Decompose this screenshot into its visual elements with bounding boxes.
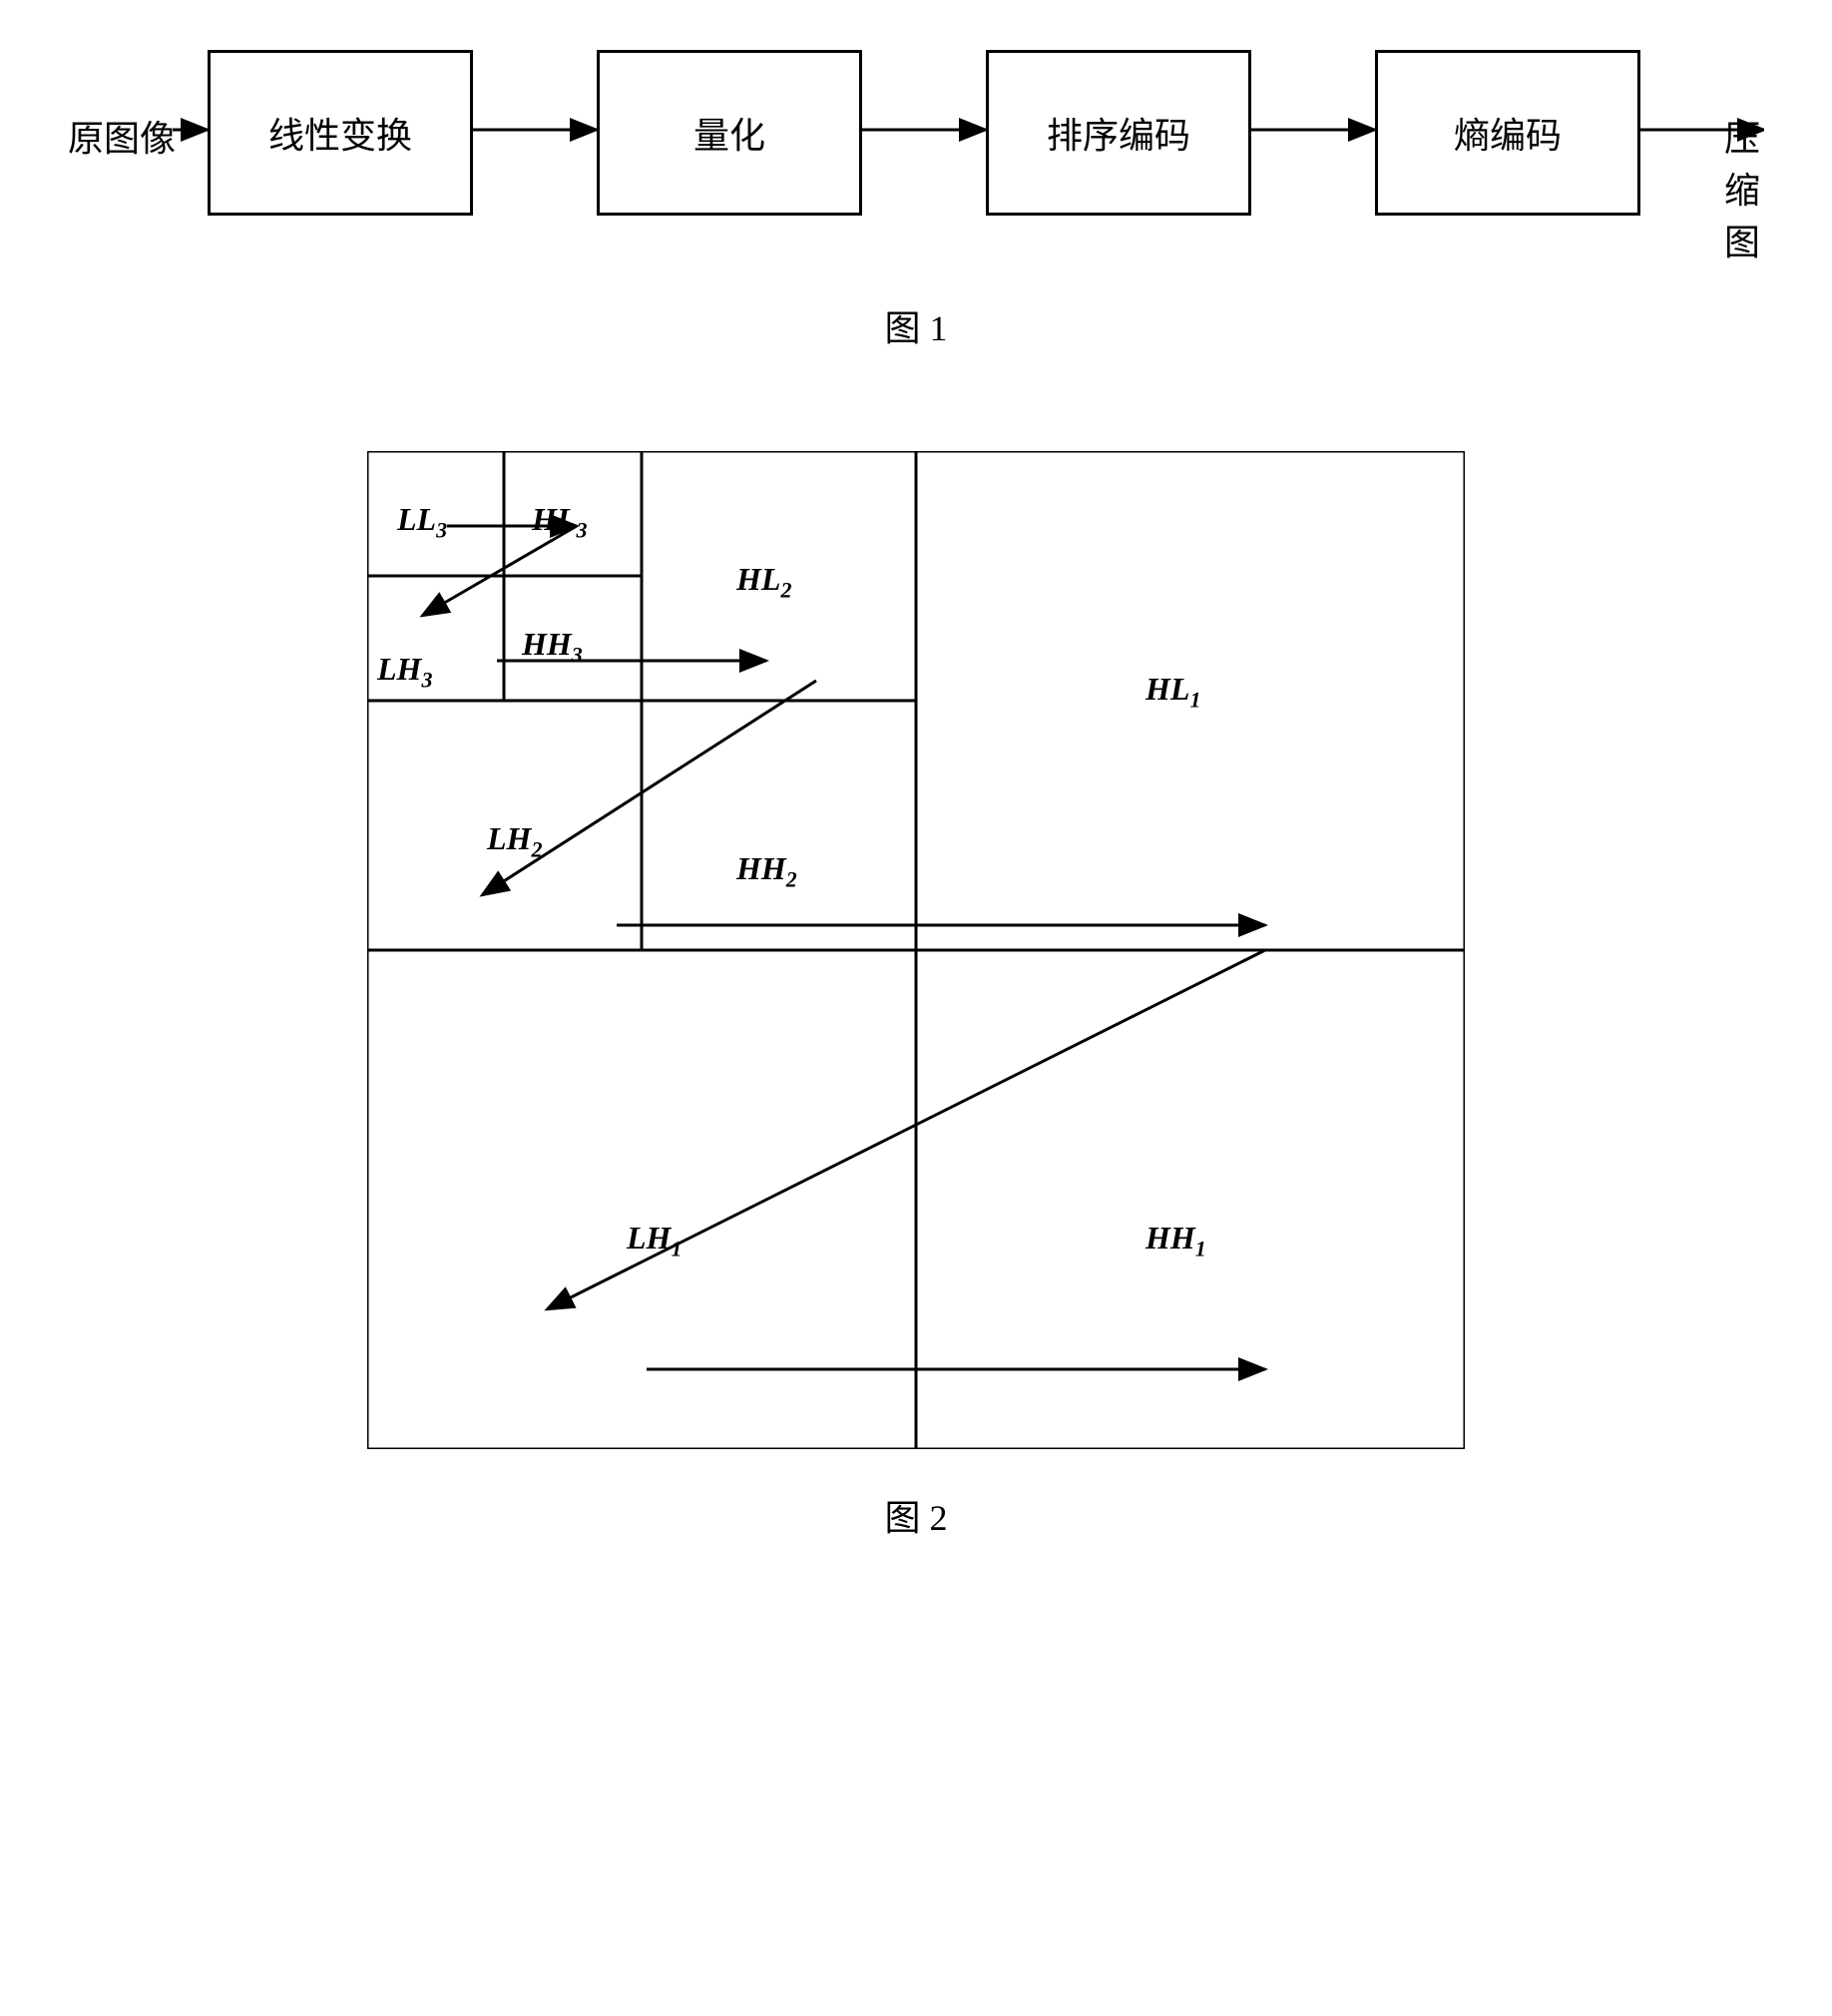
figure2-caption: 图 2 xyxy=(40,1489,1792,1541)
flow-box-0: 线性变换 xyxy=(208,50,473,216)
subband-label-LH2: LH2 xyxy=(487,820,542,862)
flow-box-2: 排序编码 xyxy=(986,50,1251,216)
figure1-caption: 图 1 xyxy=(40,299,1792,351)
subband-label-HH3: HH3 xyxy=(522,626,583,668)
output-label: 压缩图 xyxy=(1724,110,1764,265)
subband-label-LH1: LH1 xyxy=(627,1220,682,1261)
subband-label-HH1: HH1 xyxy=(1145,1220,1206,1261)
subband-label-LL3: LL3 xyxy=(397,501,447,543)
subband-label-HL3: HL3 xyxy=(532,501,587,543)
subband-label-LH3: LH3 xyxy=(377,651,432,693)
figure1-container: 线性变换量化排序编码熵编码 原图像 压缩图 xyxy=(68,40,1764,240)
flow-box-3: 熵编码 xyxy=(1375,50,1640,216)
subband-label-HL1: HL1 xyxy=(1145,671,1200,713)
subband-label-HL2: HL2 xyxy=(736,561,791,603)
figure2-svg xyxy=(367,451,1465,1449)
input-label: 原图像 xyxy=(68,110,176,162)
figure2-container: LL3 HL3 LH3 HH3 HL2 LH2 HH2 HL1 LH1 HH1 xyxy=(367,451,1465,1449)
flow-box-1: 量化 xyxy=(597,50,862,216)
subband-label-HH2: HH2 xyxy=(736,850,797,892)
